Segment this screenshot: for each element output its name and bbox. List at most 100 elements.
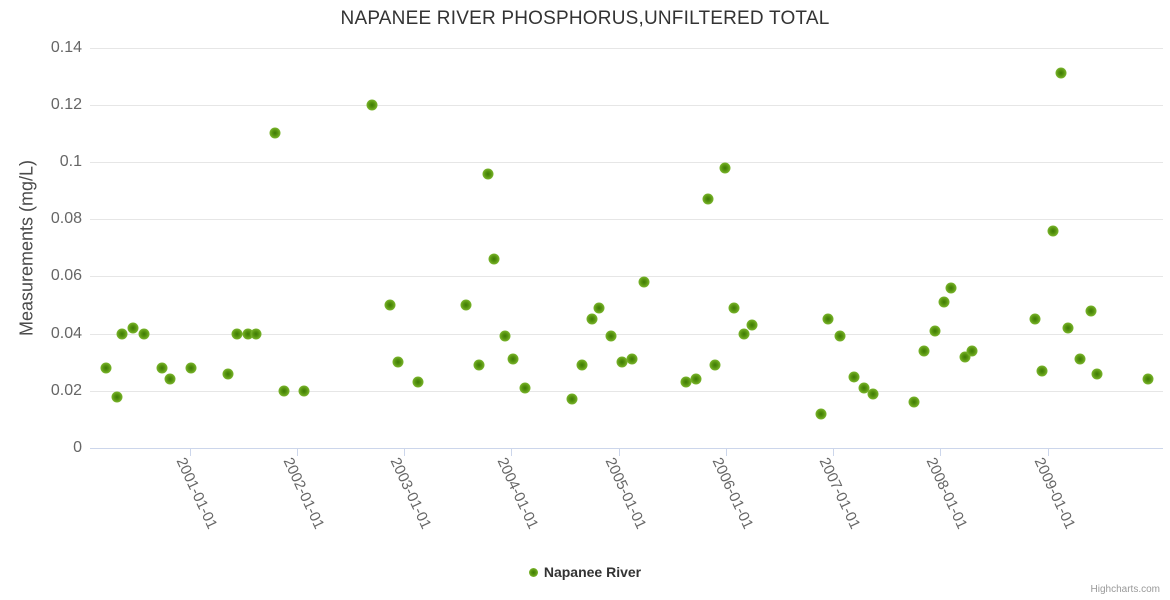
x-tick (833, 448, 835, 456)
y-gridline (90, 104, 1163, 106)
data-point[interactable] (1029, 313, 1041, 325)
data-point[interactable] (738, 328, 750, 340)
data-point[interactable] (392, 356, 404, 368)
data-point[interactable] (858, 382, 870, 394)
y-tick-label: 0.08 (50, 210, 82, 228)
data-point[interactable] (482, 168, 494, 179)
data-point[interactable] (690, 373, 702, 385)
data-point[interactable] (1074, 353, 1086, 365)
data-point[interactable] (746, 319, 758, 331)
x-tick-label: 2002‑01‑01 (279, 455, 328, 532)
data-point[interactable] (138, 328, 150, 340)
data-point[interactable] (384, 299, 396, 311)
data-point[interactable] (834, 330, 846, 342)
data-point[interactable] (702, 193, 714, 205)
x-tick (725, 448, 727, 456)
x-tick-label: 2009‑01‑01 (1030, 455, 1079, 532)
highcharts-credits-link[interactable]: Highcharts.com (1090, 584, 1160, 595)
x-tick (404, 448, 406, 456)
data-point[interactable] (605, 330, 617, 342)
data-point[interactable] (1047, 225, 1059, 237)
data-point[interactable] (929, 325, 941, 337)
data-point[interactable] (269, 127, 281, 139)
legend-item-napanee-river[interactable]: Napanee River (0, 562, 1170, 582)
y-tick-label: 0.02 (50, 381, 82, 399)
data-point[interactable] (566, 393, 578, 405)
data-point[interactable] (815, 408, 827, 420)
y-gridline (90, 276, 1163, 278)
data-point[interactable] (1062, 322, 1074, 334)
x-tick (940, 448, 942, 456)
data-point[interactable] (1055, 67, 1066, 79)
data-point[interactable] (1036, 365, 1048, 377)
data-point[interactable] (719, 162, 731, 174)
y-gridline (90, 162, 1163, 164)
x-tick-label: 2004‑01‑01 (493, 455, 542, 532)
data-point[interactable] (499, 330, 511, 342)
data-point[interactable] (616, 356, 628, 368)
data-point[interactable] (488, 253, 500, 265)
y-tick-label: 0.12 (50, 95, 82, 113)
data-point[interactable] (111, 391, 123, 403)
y-gridline (90, 219, 1163, 221)
data-point[interactable] (366, 99, 378, 111)
data-point[interactable] (867, 388, 879, 400)
legend-label: Napanee River (543, 564, 642, 580)
data-point[interactable] (626, 353, 638, 365)
data-point[interactable] (100, 362, 112, 374)
data-point[interactable] (848, 371, 860, 383)
y-gridline (90, 47, 1163, 49)
data-point[interactable] (1142, 373, 1154, 385)
x-tick-label: 2003‑01‑01 (386, 455, 435, 532)
data-point[interactable] (1085, 305, 1097, 317)
y-tick-label: 0.06 (50, 267, 82, 285)
data-point[interactable] (822, 313, 834, 325)
data-point[interactable] (231, 328, 243, 340)
data-point[interactable] (908, 396, 920, 408)
data-point[interactable] (519, 382, 531, 394)
data-point[interactable] (638, 276, 650, 288)
data-point[interactable] (945, 282, 957, 294)
x-tick-label: 2006‑01‑01 (708, 455, 757, 532)
data-point[interactable] (473, 359, 485, 371)
data-point[interactable] (250, 328, 262, 340)
data-point[interactable] (185, 362, 197, 374)
y-gridline (90, 390, 1163, 392)
data-point[interactable] (222, 368, 234, 380)
data-point[interactable] (460, 299, 472, 311)
y-tick-label: 0.04 (50, 324, 82, 342)
y-gridline (90, 333, 1163, 335)
y-tick-label: 0.14 (50, 38, 82, 56)
data-point[interactable] (918, 345, 930, 357)
data-point[interactable] (156, 362, 168, 374)
data-point[interactable] (298, 385, 310, 397)
data-point[interactable] (576, 359, 588, 371)
y-tick-label: 0.1 (59, 153, 82, 171)
x-tick (1047, 448, 1049, 456)
legend-marker-icon (528, 567, 538, 577)
x-tick (190, 448, 191, 456)
data-point[interactable] (242, 328, 254, 340)
data-point[interactable] (938, 296, 950, 308)
data-point[interactable] (728, 302, 740, 314)
data-point[interactable] (278, 385, 290, 397)
data-point[interactable] (709, 359, 721, 371)
data-point[interactable] (507, 353, 519, 365)
data-point[interactable] (412, 376, 424, 388)
data-point[interactable] (586, 313, 598, 325)
x-tick-label: 2008‑01‑01 (922, 455, 971, 532)
data-point[interactable] (680, 376, 692, 388)
x-tick (297, 448, 299, 456)
x-tick (618, 448, 620, 456)
x-tick-label: 2005‑01‑01 (601, 455, 650, 532)
data-point[interactable] (164, 373, 176, 385)
chart-title: NAPANEE RIVER PHOSPHORUS,UNFILTERED TOTA… (340, 8, 830, 29)
data-point[interactable] (966, 345, 978, 357)
data-point[interactable] (127, 322, 139, 334)
data-point[interactable] (593, 302, 605, 314)
data-point[interactable] (1091, 368, 1103, 380)
x-tick (511, 448, 513, 456)
data-point[interactable] (116, 328, 128, 340)
x-tick-label: 2007‑01‑01 (815, 455, 864, 532)
data-point[interactable] (959, 351, 971, 362)
